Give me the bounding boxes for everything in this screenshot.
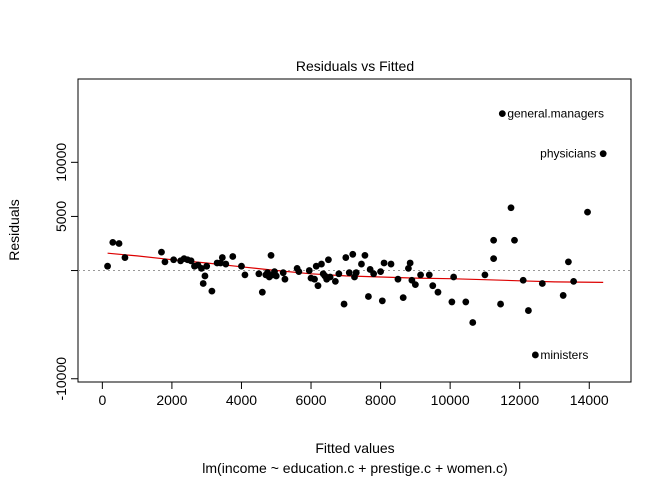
data-point [497, 300, 504, 308]
data-point [331, 277, 339, 285]
data-point [349, 250, 357, 258]
data-point [377, 268, 384, 276]
data-point [599, 150, 607, 158]
data-point [434, 288, 442, 296]
data-point [411, 281, 419, 289]
data-point [559, 292, 567, 299]
data-point [519, 276, 527, 284]
data-point [448, 298, 456, 306]
data-point [538, 280, 546, 287]
data-point [498, 110, 506, 118]
data-point [345, 269, 353, 277]
data-point [325, 256, 332, 264]
chart-marks: 0 2000 4000 6000 8000 10000 12000 14000 -10000 50… [53, 107, 631, 408]
data-point [258, 288, 266, 296]
data-point [201, 272, 209, 280]
data-point [425, 271, 433, 279]
data-point [358, 260, 365, 268]
x-tick-label: 6000 [295, 392, 326, 408]
data-point [222, 260, 230, 268]
data-point [524, 307, 532, 314]
data-point [450, 273, 458, 281]
data-point [198, 264, 205, 272]
data-point [255, 270, 263, 278]
data-point [241, 271, 249, 279]
data-point [115, 240, 123, 247]
data-point [531, 351, 539, 359]
x-tick-label: 8000 [365, 392, 396, 408]
data-point [361, 251, 369, 259]
data-point [507, 204, 515, 212]
data-point [399, 294, 407, 301]
data-point [481, 271, 489, 279]
y-tick-label: -10000 [53, 357, 69, 401]
data-point [314, 282, 322, 290]
data-point [429, 282, 437, 290]
data-point [340, 300, 348, 308]
data-point [203, 262, 211, 270]
data-point [511, 236, 518, 244]
data-point [490, 236, 498, 244]
data-point [295, 268, 303, 276]
chart-subtitle: lm(income ~ education.c + prestige.c + w… [202, 460, 507, 476]
outlier-label: general.managers [507, 107, 604, 121]
x-axis-label: Fitted values [315, 440, 394, 456]
data-point [394, 275, 402, 283]
data-point [161, 258, 169, 266]
data-point [387, 260, 395, 268]
data-point [490, 255, 498, 263]
data-point [199, 280, 207, 287]
data-point [267, 251, 275, 259]
data-point [352, 269, 360, 277]
data-point [218, 254, 226, 261]
chart-title: Residuals vs Fitted [296, 58, 414, 74]
data-point [417, 271, 424, 279]
data-point [217, 259, 224, 267]
data-point [405, 264, 412, 272]
x-tick-label: 2000 [156, 392, 187, 408]
data-point [208, 287, 216, 295]
data-point [342, 254, 350, 261]
data-point [370, 270, 378, 278]
data-point [365, 293, 372, 300]
data-point [378, 297, 386, 305]
data-point [406, 259, 414, 267]
x-tick-label: 10000 [431, 392, 470, 408]
data-point [281, 275, 289, 283]
data-point [564, 258, 572, 266]
data-point [305, 267, 313, 274]
y-tick-label: 5000 [53, 201, 69, 232]
y-axis-label: Residuals [6, 199, 22, 260]
x-tick-label: 14000 [570, 392, 609, 408]
data-point [469, 319, 477, 326]
y-tick-label: 10000 [53, 143, 69, 182]
data-point [238, 262, 245, 270]
data-point [121, 254, 129, 261]
data-point [272, 272, 280, 280]
data-point [158, 248, 165, 256]
data-point [380, 259, 388, 267]
data-point [187, 257, 195, 265]
x-tick-label: 0 [98, 392, 106, 408]
data-point [311, 275, 318, 283]
plot-frame [77, 78, 632, 383]
outlier-label: ministers [540, 348, 588, 362]
outlier-label: physicians [540, 147, 596, 161]
data-point [104, 262, 111, 270]
data-point [318, 260, 325, 268]
data-point [109, 239, 117, 246]
data-point [279, 269, 287, 277]
data-point [312, 262, 320, 270]
data-point [462, 298, 470, 306]
data-point [584, 208, 591, 216]
data-point [335, 270, 343, 278]
data-point [326, 273, 334, 281]
data-point [229, 253, 237, 260]
data-point [170, 256, 178, 264]
x-tick-label: 12000 [500, 392, 539, 408]
data-point [570, 277, 578, 285]
x-tick-label: 4000 [226, 392, 257, 408]
